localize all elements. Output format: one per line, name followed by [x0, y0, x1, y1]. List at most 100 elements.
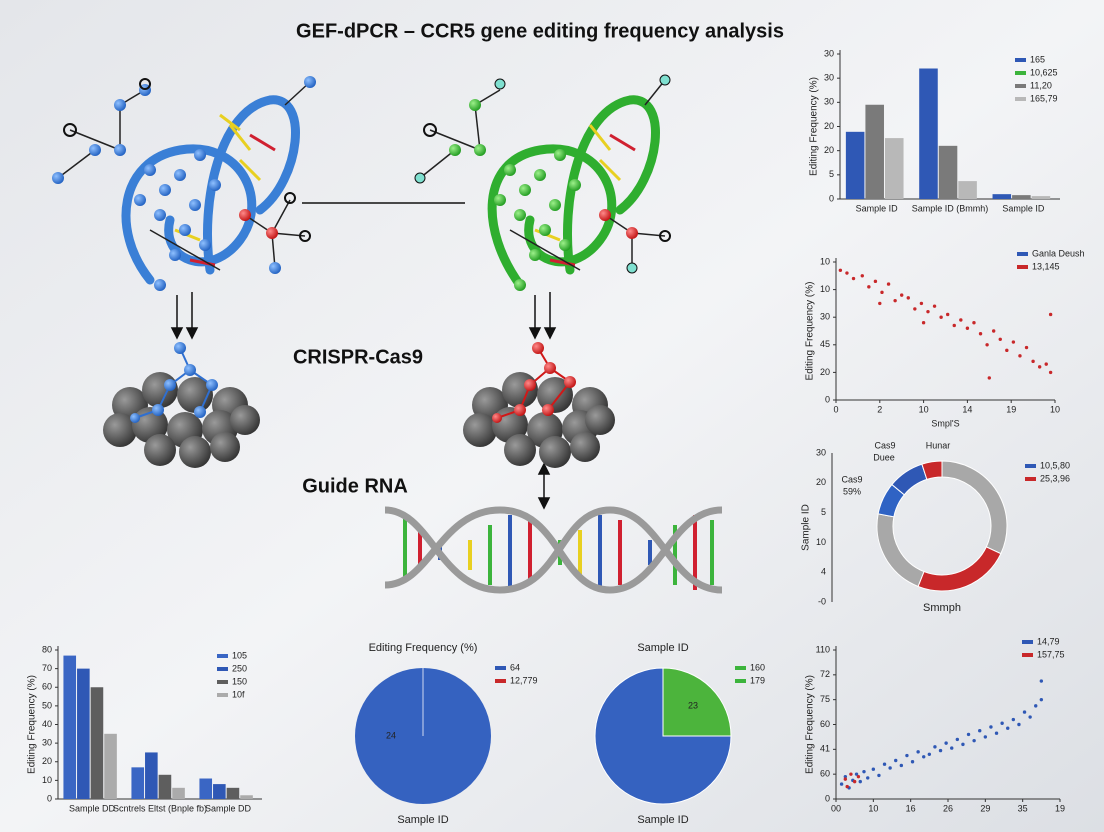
- legend-swatch: [1022, 653, 1033, 657]
- point: [894, 758, 898, 763]
- point: [1018, 354, 1022, 358]
- point: [983, 735, 988, 739]
- blue-molecule: [52, 76, 316, 291]
- bar: [1031, 196, 1051, 199]
- point: [913, 307, 917, 311]
- y-tick-label: 0: [47, 793, 52, 803]
- bar: [131, 767, 145, 799]
- bar: [63, 655, 77, 799]
- bar: [845, 131, 865, 199]
- legend-label: 13,145: [1032, 261, 1060, 271]
- legend-swatch: [217, 654, 228, 658]
- bar: [1012, 195, 1031, 199]
- legend-label: 14,79: [1037, 636, 1060, 646]
- legend-swatch: [217, 693, 228, 697]
- point: [991, 329, 996, 333]
- point: [867, 285, 871, 289]
- point: [905, 753, 909, 758]
- x-tick-label: Sample ID: [856, 203, 899, 213]
- point: [1031, 359, 1035, 364]
- x-tick-label: 19: [1006, 404, 1016, 414]
- point: [852, 779, 857, 784]
- y-tick-label: 10: [820, 256, 830, 266]
- point: [880, 290, 884, 295]
- x-tick-label: 14: [962, 404, 972, 414]
- bar: [158, 774, 172, 799]
- bar: [199, 778, 213, 799]
- legend-label: 165,79: [1030, 93, 1058, 103]
- legend-label: 105: [232, 650, 247, 660]
- x-tick-label: Scntrels Eltst (Bnple fb): [113, 803, 207, 813]
- y-tick-label: 30: [824, 48, 834, 58]
- point: [1039, 697, 1044, 702]
- point: [1017, 722, 1021, 727]
- legend-label: 165: [1030, 54, 1045, 64]
- point: [871, 767, 876, 771]
- bar: [938, 145, 958, 199]
- point: [994, 731, 999, 735]
- pie-title: Editing Frequency (%): [369, 642, 478, 654]
- y-tick-label: 75: [820, 694, 830, 704]
- x-tick-label: Sample DD: [205, 803, 252, 813]
- point: [845, 271, 849, 275]
- y-tick-label: 30: [824, 73, 834, 83]
- legend-label: 25,3,96: [1040, 473, 1070, 483]
- point: [972, 321, 976, 325]
- y-axis-label: Editing Frequency (%): [809, 77, 820, 176]
- x-tick-label: 10: [1050, 404, 1060, 414]
- point: [888, 766, 892, 770]
- y-tick-label: 110: [816, 644, 830, 654]
- page-title: GEF-dPCR – CCR5 gene editing frequency a…: [296, 20, 784, 42]
- x-tick-label: 16: [906, 803, 916, 813]
- bar: [90, 687, 104, 799]
- legend-swatch: [1022, 640, 1033, 644]
- point: [845, 784, 849, 789]
- pie-slice: [594, 667, 732, 805]
- legend-swatch: [495, 666, 506, 670]
- legend-label: 160: [750, 662, 765, 672]
- bar: [226, 787, 240, 799]
- pie-slice: [921, 460, 943, 481]
- bound-blue: [130, 342, 218, 423]
- annotation: 24: [386, 730, 396, 740]
- y-tick-label: 40: [42, 719, 52, 729]
- point: [989, 725, 993, 729]
- point: [906, 296, 910, 300]
- point: [893, 298, 897, 303]
- x-tick-label: Sample ID (Bmmh): [912, 203, 989, 213]
- point: [854, 772, 859, 776]
- y-tick-label: 10: [42, 775, 52, 785]
- legend-swatch: [217, 680, 228, 684]
- y-tick-label: 10: [816, 537, 826, 547]
- point: [1034, 704, 1038, 708]
- point: [910, 760, 915, 764]
- legend-label: 179: [750, 675, 765, 685]
- bar: [884, 138, 904, 199]
- x-tick-label: 00: [831, 803, 841, 813]
- y-tick-label: 20: [824, 121, 834, 131]
- legend-swatch: [1015, 58, 1026, 62]
- bar: [172, 787, 185, 799]
- bar: [77, 668, 90, 799]
- x-tick-label: Sample DD: [69, 803, 116, 813]
- point: [851, 276, 856, 281]
- y-tick-label: 4: [821, 567, 826, 577]
- crispr-label: CRISPR-Cas9: [293, 346, 423, 368]
- annotation: 59%: [843, 486, 861, 496]
- point: [1005, 348, 1009, 353]
- point: [1022, 710, 1027, 714]
- y-tick-label: -0: [818, 596, 826, 606]
- point: [882, 762, 887, 766]
- green-molecule: [414, 74, 671, 291]
- point: [922, 755, 926, 759]
- legend-label: 157,75: [1037, 649, 1065, 659]
- point: [944, 741, 948, 745]
- point: [1006, 726, 1010, 730]
- bar: [992, 194, 1012, 199]
- point: [955, 737, 960, 742]
- y-tick-label: 0: [825, 394, 830, 404]
- point: [916, 750, 920, 754]
- point: [966, 732, 971, 737]
- y-tick-label: 20: [820, 367, 830, 377]
- y-tick-label: 45: [820, 339, 830, 349]
